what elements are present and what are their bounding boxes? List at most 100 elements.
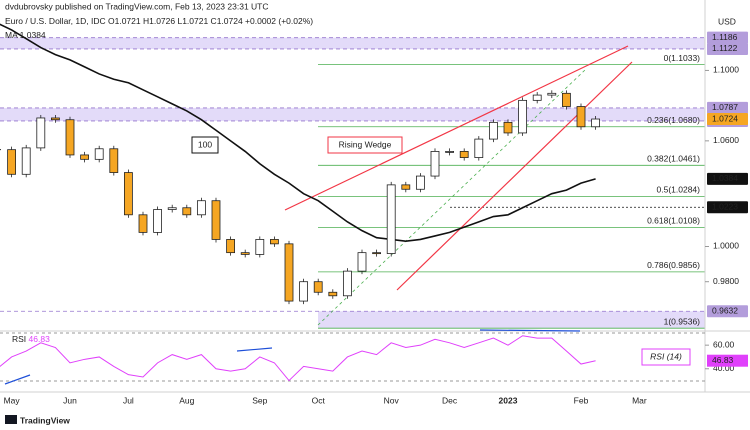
x-tick-label: Mar (632, 395, 647, 405)
candle (124, 172, 133, 216)
x-tick-label: Aug (179, 395, 194, 405)
ma-legend: MA 1.0384 (5, 30, 46, 40)
zone (0, 107, 705, 121)
fib-trend (317, 69, 586, 326)
fib-label: 0.382(1.0461) (647, 154, 700, 164)
annotation: RSI (14) (650, 351, 682, 361)
candle (445, 151, 455, 153)
symbol-legend: Euro / U.S. Dollar, 1D, IDC O1.0721 H1.0… (5, 16, 313, 26)
candle (94, 148, 104, 160)
ohlc: O1.0721 H1.0726 L1.0721 C1.0724 +0.0002 … (108, 16, 313, 26)
candle (167, 207, 177, 210)
rsi-value: 46.83 (29, 334, 51, 344)
price-label: 1.0384 (712, 173, 738, 183)
candle (255, 239, 265, 255)
candle (36, 117, 46, 149)
price-label-box (707, 113, 748, 126)
fib-label: 0.786(0.9856) (647, 260, 700, 270)
candle (284, 243, 294, 302)
currency: USD (718, 16, 736, 26)
price-label: 1.1122 (712, 43, 738, 53)
candle (51, 117, 60, 121)
candle (430, 151, 440, 177)
price-label: 1.0724 (712, 113, 738, 123)
rsi-legend: RSI 46.83 (12, 334, 50, 344)
fib-label: 0.5(1.0284) (657, 185, 701, 195)
divergence-line (236, 347, 273, 352)
x-tick-label: Dec (442, 395, 458, 405)
divergence-line (4, 374, 31, 385)
candle (269, 239, 279, 245)
price-label-box (707, 42, 748, 55)
candle (21, 147, 31, 175)
wedge-line (396, 61, 633, 291)
price-label-box (707, 31, 748, 44)
x-tick-label: Jun (63, 395, 77, 405)
candle (459, 151, 469, 158)
candle (591, 118, 600, 128)
fib-label: 1(0.9536) (664, 316, 701, 326)
candle (138, 214, 148, 233)
ma-name: MA (5, 30, 18, 40)
candle (576, 106, 586, 128)
candle (386, 184, 396, 254)
publisher: dvdubrovsky published on TradingView.com… (5, 1, 269, 11)
price-label-box (707, 354, 748, 367)
price-label: 1.0223 (712, 201, 738, 211)
candle (415, 175, 425, 190)
candle (328, 291, 338, 297)
y-tick-label: 1.0000 (713, 241, 739, 251)
candle (474, 138, 484, 158)
y-tick-label: 0.9800 (713, 276, 739, 286)
candle (518, 99, 527, 134)
price-label-box (707, 305, 748, 318)
annotation-box (327, 136, 403, 154)
annotation-box (641, 348, 691, 366)
y-tick-label: 40.00 (713, 363, 735, 373)
candle (503, 121, 513, 134)
price-label-box (707, 172, 748, 185)
divergence-line (479, 329, 581, 332)
x-tick-label: Oct (312, 395, 326, 405)
logo: TradingView (5, 415, 70, 425)
logo-mark (5, 415, 17, 424)
fib-label: 0.618(1.0108) (647, 216, 700, 226)
price-label: 1.0787 (712, 102, 738, 112)
candle (182, 207, 192, 216)
wedge-line (284, 45, 629, 211)
ma-value: 1.0384 (20, 30, 46, 40)
candle (226, 239, 236, 254)
candle (401, 184, 411, 190)
rsi-line (0, 335, 596, 382)
symbol: Euro / U.S. Dollar, 1D, IDC (5, 16, 106, 26)
x-tick-label: May (4, 395, 21, 405)
candle (547, 92, 557, 96)
price-axis (705, 0, 750, 392)
candle (562, 92, 571, 107)
candle (196, 200, 206, 216)
ma-line (0, 23, 596, 243)
candle (7, 149, 16, 175)
price-label: 0.9632 (712, 306, 738, 316)
x-tick-label: Jul (123, 395, 134, 405)
candle (65, 119, 75, 156)
x-tick-label: Feb (574, 395, 589, 405)
y-tick-label: 60.00 (713, 339, 735, 349)
candle (153, 209, 163, 233)
candle (211, 200, 221, 240)
candle (240, 252, 250, 255)
annotation-box (191, 136, 219, 154)
fib-label: 0(1.1033) (664, 53, 701, 63)
candle (488, 121, 498, 140)
candle (372, 252, 382, 255)
price-label: 46.83 (712, 355, 734, 365)
brand: TradingView (20, 415, 70, 425)
candle (342, 270, 352, 297)
plot: 0(1.1033) 0.236(1.0680) 0.382(1.0461) 0.5(1… (0, 23, 705, 329)
price-label-box (707, 101, 748, 114)
zone (318, 311, 705, 329)
price-label-box (707, 201, 748, 214)
candle (109, 148, 119, 173)
x-tick-label: 2023 (499, 395, 518, 405)
